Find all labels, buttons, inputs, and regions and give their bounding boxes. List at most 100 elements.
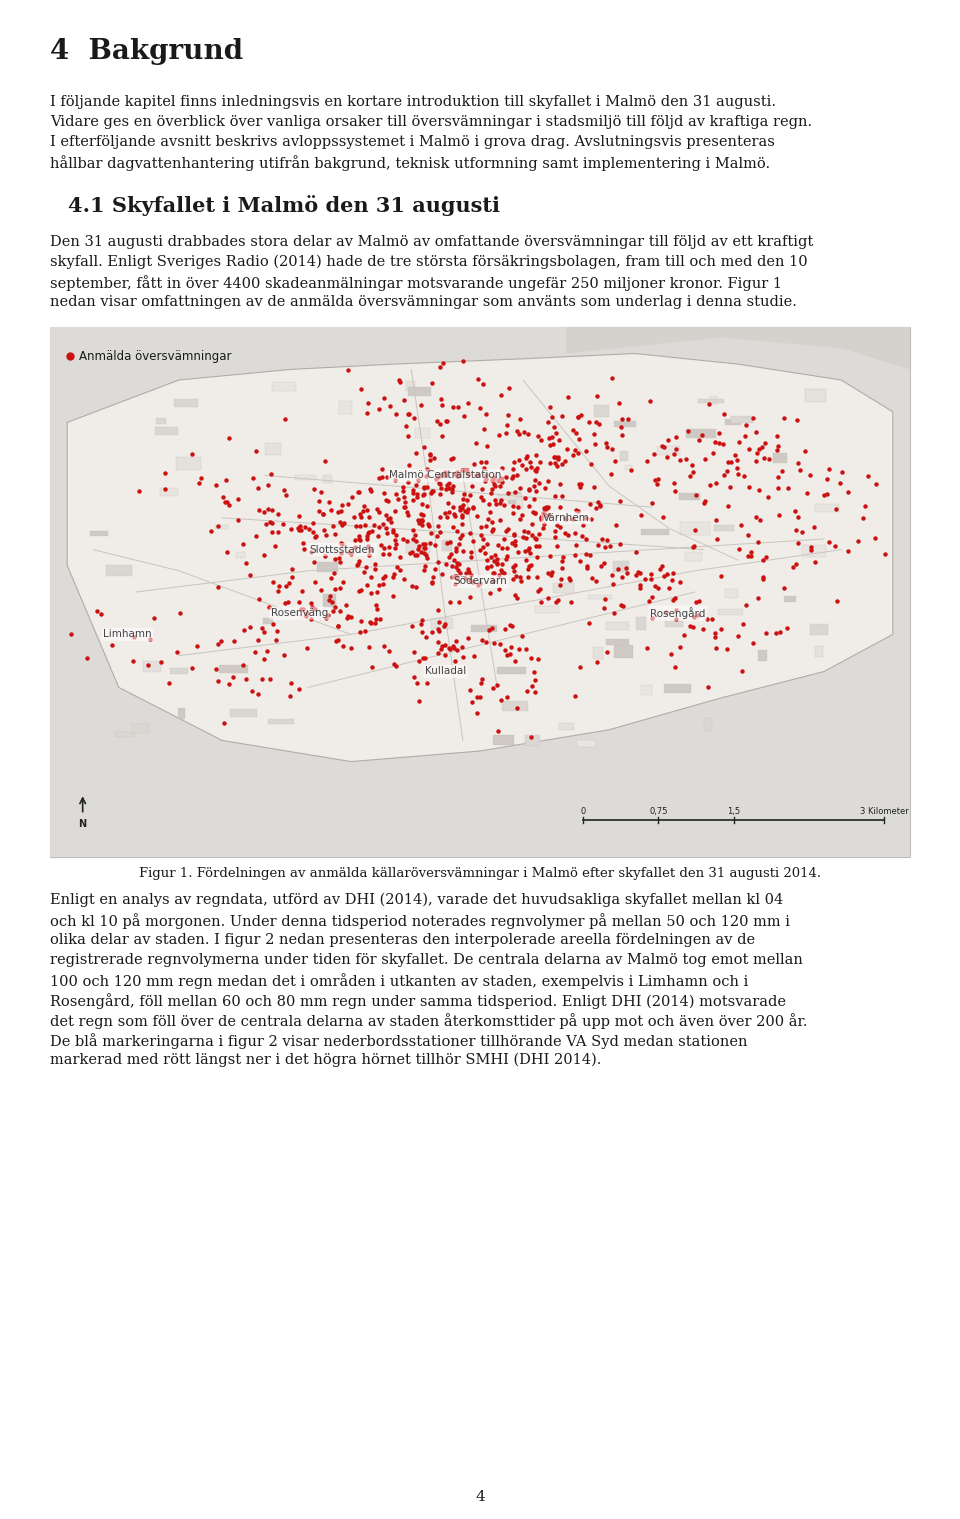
Bar [177, 457, 201, 469]
Bar [593, 647, 603, 659]
Bar [560, 723, 574, 729]
Bar [496, 667, 526, 674]
Bar [612, 561, 629, 573]
Bar [588, 594, 612, 600]
Bar [607, 623, 630, 630]
Bar [686, 428, 715, 437]
Bar [160, 488, 179, 497]
Text: 0,75: 0,75 [649, 807, 668, 816]
Bar [295, 474, 316, 480]
Text: Vidare ges en överblick över vanliga orsaker till översvämningar i stadsmiljö ti: Vidare ges en överblick över vanliga ors… [50, 115, 812, 129]
Text: 100 och 120 mm regn medan det i områden i utkanten av staden, exempelvis i Limha: 100 och 120 mm regn medan det i områden … [50, 974, 749, 989]
Text: I efterföljande avsnitt beskrivs avloppssystemet i Malmö i grova drag. Avslutnin: I efterföljande avsnitt beskrivs avlopps… [50, 135, 775, 149]
Bar [405, 541, 430, 553]
Bar [405, 381, 415, 392]
Bar [664, 684, 691, 693]
Bar [553, 583, 574, 594]
Text: 4.1 Skyfallet i Malmö den 31 augusti: 4.1 Skyfallet i Malmö den 31 augusti [68, 194, 500, 216]
Bar [594, 406, 610, 416]
Bar [725, 589, 738, 598]
Bar [156, 418, 166, 424]
Bar [680, 494, 700, 500]
Bar [802, 545, 827, 557]
Text: 1,5: 1,5 [727, 807, 740, 816]
Bar [317, 562, 338, 571]
Bar [704, 718, 711, 731]
Bar [178, 708, 185, 718]
Text: markerad med rött längst ner i det högra hörnet tillhör SMHI (DHI 2014).: markerad med rött längst ner i det högra… [50, 1053, 601, 1068]
Bar [614, 646, 633, 658]
Text: Kulladal: Kulladal [425, 667, 467, 676]
Bar [684, 551, 702, 562]
Bar [415, 428, 429, 437]
Bar [536, 606, 559, 612]
Bar [155, 427, 178, 434]
Bar [339, 401, 351, 415]
Text: I följande kapitel finns inledningsvis en kortare introduktion till skyfallet i : I följande kapitel finns inledningsvis e… [50, 96, 776, 109]
Bar [174, 399, 198, 407]
Text: och kl 10 på morgonen. Under denna tidsperiod noterades regnvolymer på mellan 50: och kl 10 på morgonen. Under denna tidsp… [50, 913, 790, 930]
Bar [732, 416, 753, 422]
Text: 0: 0 [581, 807, 586, 816]
Bar [614, 421, 636, 427]
Bar [698, 398, 724, 403]
Bar [498, 494, 522, 500]
Bar [268, 718, 294, 723]
Text: hållbar dagvattenhantering utifrån bakgrund, teknisk utformning samt implementer: hållbar dagvattenhantering utifrån bakgr… [50, 155, 770, 170]
Bar [525, 735, 540, 746]
Bar [784, 595, 796, 602]
Text: 4  Bakgrund: 4 Bakgrund [50, 38, 243, 65]
Bar [815, 646, 823, 658]
Bar [620, 451, 629, 460]
Bar [50, 327, 910, 857]
Bar [219, 665, 248, 673]
Bar [625, 465, 633, 469]
Bar [132, 725, 149, 734]
Text: Värnhem: Värnhem [542, 513, 589, 523]
Bar [774, 453, 787, 462]
Bar [641, 529, 669, 535]
Bar [471, 624, 497, 632]
Bar [665, 621, 683, 627]
Text: N: N [79, 819, 86, 828]
Text: Rosengård: Rosengård [650, 608, 706, 620]
Bar [263, 618, 273, 624]
Text: 4: 4 [475, 1490, 485, 1504]
Text: Slottsstaden: Slottsstaden [310, 545, 375, 554]
Text: skyfall. Enligt Sveriges Radio (2014) hade de tre största försäkringsbolagen, fr: skyfall. Enligt Sveriges Radio (2014) ha… [50, 255, 807, 269]
Bar [265, 444, 281, 456]
Text: Anmälda översvämningar: Anmälda översvämningar [80, 349, 232, 363]
Polygon shape [566, 327, 910, 369]
Text: nedan visar omfattningen av de anmälda översvämningar som använts som underlag i: nedan visar omfattningen av de anmälda ö… [50, 295, 797, 308]
Bar [236, 551, 245, 557]
Bar [657, 445, 680, 454]
Bar [323, 475, 332, 483]
Bar [709, 396, 717, 404]
Bar [714, 526, 734, 532]
Bar [170, 668, 188, 674]
Bar [718, 609, 743, 615]
Bar [606, 638, 629, 646]
Bar [641, 685, 652, 694]
Text: Södervarn: Södervarn [453, 576, 507, 586]
Bar [324, 594, 336, 606]
Text: Limhamn: Limhamn [103, 629, 152, 639]
Text: det regn som föll över de centrala delarna av staden återkomsttider på upp mot o: det regn som föll över de centrala delar… [50, 1013, 807, 1028]
Polygon shape [67, 354, 893, 761]
Bar [90, 532, 108, 536]
Text: september, fått in över 4400 skadeanmälningar motsvarande ungefär 250 miljoner k: september, fått in över 4400 skadeanmäln… [50, 275, 782, 290]
Bar [492, 735, 514, 744]
Text: olika delar av staden. I figur 2 nedan presenteras den interpolerade areella för: olika delar av staden. I figur 2 nedan p… [50, 933, 756, 946]
Text: registrerade regnvolymerna under tiden för skyfallet. De centrala delarna av Mal: registrerade regnvolymerna under tiden f… [50, 952, 803, 968]
Bar [229, 709, 256, 717]
Bar [636, 617, 646, 629]
Text: Rosengård, föll mellan 60 och 80 mm regn under samma tidsperiod. Enligt DHI (201: Rosengård, föll mellan 60 och 80 mm regn… [50, 993, 786, 1009]
Bar [50, 327, 910, 857]
Text: Rosenväng: Rosenväng [271, 608, 328, 618]
Bar [681, 521, 709, 535]
Bar [443, 541, 451, 551]
Bar [324, 547, 348, 556]
Bar [431, 618, 453, 629]
Bar [577, 740, 596, 747]
Bar [758, 650, 767, 661]
